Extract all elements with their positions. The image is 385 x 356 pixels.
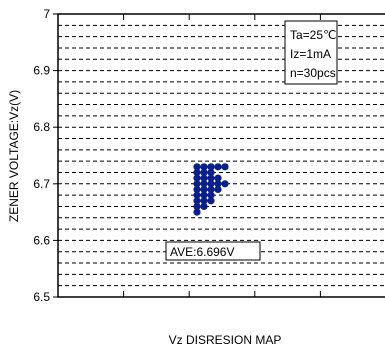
data-point [214, 180, 222, 188]
data-point [200, 202, 208, 211]
y-tick-label: 6.6 [33, 233, 50, 247]
data-point [207, 174, 215, 182]
data-point [207, 185, 215, 194]
data-point [200, 197, 208, 205]
data-point [207, 197, 215, 205]
data-point [214, 163, 222, 171]
average-label: AVE:6.696V [170, 245, 235, 259]
data-point [193, 191, 201, 199]
data-point [193, 197, 201, 205]
data-point [207, 180, 215, 188]
y-axis: 6.5 6.6 6.7 6.8 6.9 7 [33, 7, 58, 304]
data-points [193, 163, 229, 216]
data-point [200, 185, 208, 194]
average-annotation: AVE:6.696V [165, 241, 261, 261]
x-axis-title: Vz DISRESION MAP [169, 333, 282, 347]
y-tick-label: 7 [43, 7, 50, 21]
data-point [193, 163, 201, 171]
data-point [193, 185, 201, 194]
y-tick-label: 6.7 [33, 177, 50, 191]
data-point [200, 180, 208, 188]
conditions-box [284, 20, 338, 85]
data-point [193, 174, 201, 182]
data-point [200, 163, 208, 171]
data-point [207, 168, 215, 177]
y-tick-label: 6.5 [33, 290, 50, 304]
y-axis-title: ZENER VOLTAGE:Vz(V) [7, 90, 21, 222]
condition-current: Iz=1mA [290, 47, 331, 61]
data-point [200, 191, 208, 199]
condition-sample-count: n=30pcs [290, 66, 336, 80]
data-point [193, 180, 201, 188]
data-point [221, 163, 229, 171]
data-point [193, 202, 201, 211]
data-point [207, 163, 215, 171]
data-point [214, 174, 222, 182]
plot-frame [57, 13, 385, 298]
data-point [221, 180, 229, 188]
data-point [200, 168, 208, 177]
y-tick-label: 6.8 [33, 120, 50, 134]
x-tick-marks [123, 14, 321, 297]
data-point [200, 174, 208, 182]
y-tick-label: 6.9 [33, 64, 50, 78]
conditions-legend: Ta=25℃ Iz=1mA n=30pcs [284, 20, 338, 85]
condition-temperature: Ta=25℃ [290, 28, 337, 42]
data-point [214, 185, 222, 194]
data-point [207, 191, 215, 199]
average-box [165, 241, 261, 261]
data-point [193, 168, 201, 177]
data-point [193, 208, 201, 216]
